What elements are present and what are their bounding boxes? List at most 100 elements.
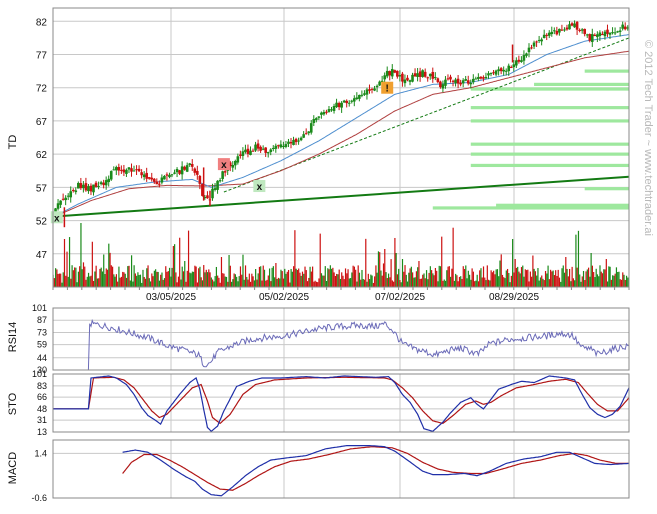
candle-body [547,32,551,36]
macd-signal-line [122,446,629,491]
volume-bar [148,278,150,287]
volume-bar [366,281,368,287]
volume-bar [63,239,66,287]
candle-body [330,109,333,111]
volume-bar [590,253,592,287]
volume-bar [417,267,419,287]
volume-bar [177,276,180,287]
candle-body [434,77,437,79]
candle-body [259,146,262,151]
volume-bar [518,271,520,287]
volume-bar [219,282,221,287]
candle-body [578,29,581,31]
candle-body [309,123,313,133]
sto-tick-label: 48 [37,404,47,414]
volume-bar [332,267,334,287]
volume-bar [56,269,58,287]
volume-bar [99,268,101,287]
panel-frame [52,307,630,371]
signal-marker [381,81,394,94]
volume-bar [310,271,312,287]
stochastic-k-line [53,375,630,433]
rsi-tick-label: 59 [37,340,47,350]
candle-body [142,174,146,178]
volume-bar [619,279,621,287]
candle-body [246,148,250,154]
volume-bar [401,259,404,287]
volume-bar [418,261,420,287]
volume-bar [558,277,561,287]
volume-bar [147,265,149,287]
volume-bar [500,254,502,287]
candle-body [482,77,485,79]
volume-bar [312,266,314,287]
price-band [470,119,629,123]
volume-bar [381,275,383,287]
candle-body [451,80,455,82]
volume-bar [600,271,602,287]
panel-frame [52,439,630,499]
candle-body [532,42,536,47]
price-tick-label: 52 [36,217,48,228]
volume-bar [543,280,545,287]
candle-body [335,102,338,108]
candle-body [489,73,493,75]
candle-body [373,88,376,91]
volume-bar [284,268,286,287]
volume-bar [422,274,424,287]
volume-bar [491,272,493,287]
volume-bar [362,278,364,287]
candle-body [573,23,576,28]
candle-body [358,94,361,99]
candle-body [466,80,470,84]
volume-bar [86,276,88,287]
volume-bar [412,272,414,287]
candle-body [302,134,305,138]
volume-bar [87,272,90,287]
candle-body [613,32,617,34]
volume-bar [486,265,488,287]
volume-bar [157,271,159,287]
volume-bar [523,276,525,287]
candle-body [464,79,467,81]
rsi-tick-label: 101 [32,303,47,313]
candle-body [352,98,356,102]
volume-bar [225,276,228,287]
volume-bar [128,265,130,287]
candle-body [550,31,554,35]
candle-body [190,163,194,167]
sto-tick-label: 101 [32,369,47,379]
candle-body [279,144,283,148]
candle-body [616,31,619,33]
volume-bar [85,279,87,287]
volume-bar [617,271,619,287]
volume-bar [271,267,273,287]
candle-body [180,166,184,175]
moving-average-fast [52,34,630,218]
volume-bar [242,254,244,287]
volume-bar [318,278,320,287]
volume-bar [456,275,458,287]
volume-bar [415,271,418,287]
candle-body [596,34,599,38]
volume-bar [111,266,114,287]
volume-bar [337,274,339,287]
volume-bar [90,275,92,287]
volume-bar [57,273,59,287]
volume-bar [223,273,225,287]
volume-bar [496,269,499,287]
volume-bar [504,278,506,287]
volume-bar [324,266,326,287]
candle-body [185,165,189,172]
price-band [470,106,629,110]
volume-bar [498,276,500,287]
volume-bar [125,277,128,287]
volume-bar [258,266,261,287]
candle-body [401,73,404,82]
sto-tick-label: 66 [37,392,47,402]
volume-bar [533,268,535,287]
volume-bar [276,278,278,287]
volume-bar [286,271,288,287]
volume-bar [372,282,374,287]
